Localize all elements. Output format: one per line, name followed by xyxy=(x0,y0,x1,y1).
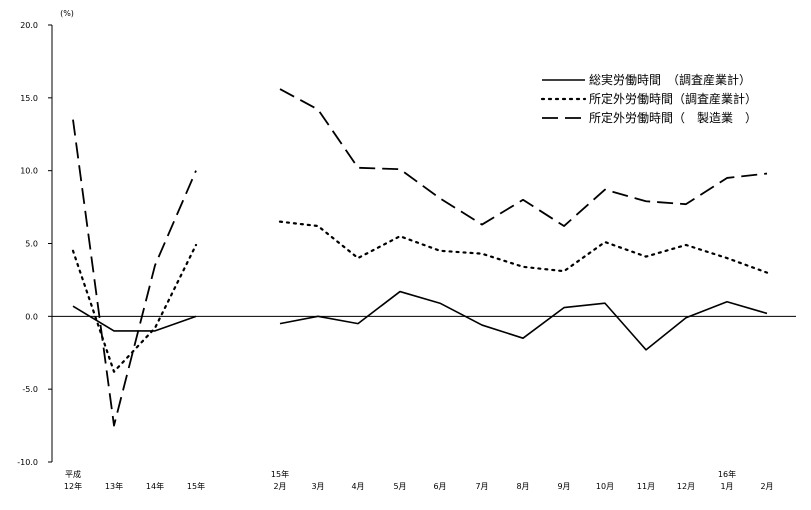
legend-label: 所定外労働時間（調査産業計） xyxy=(589,91,757,106)
y-tick-label: -5.0 xyxy=(22,385,38,394)
y-unit-label: (%) xyxy=(60,9,74,18)
x-label: 12年 xyxy=(64,481,82,491)
axes-layer: (%) 20.0 15.0 10.0 5.0 0.0 -5.0 -10.0 平成 12年 13年 14… xyxy=(17,9,796,491)
x-label: 9月 xyxy=(557,482,570,491)
legend-label: 所定外労働時間（ 製造業 ） xyxy=(589,110,757,125)
y-tick-label: 0.0 xyxy=(25,312,38,321)
series-line-annual-dashed xyxy=(72,119,197,427)
x-label: 15年 xyxy=(187,481,205,491)
y-tick-label: -10.0 xyxy=(17,458,38,467)
series-line-monthly-dashed xyxy=(279,88,768,227)
x-label: 11月 xyxy=(637,482,655,491)
x-label: 13年 xyxy=(105,481,123,491)
x-label: 5月 xyxy=(393,482,406,491)
series-line-monthly-solid xyxy=(279,290,768,351)
x-label: 6月 xyxy=(433,482,446,491)
y-tick-label: 20.0 xyxy=(20,21,38,30)
x-label: 12月 xyxy=(677,482,695,491)
x-label: 1月 xyxy=(720,482,733,491)
x-label-top: 16年 xyxy=(718,469,736,479)
legend: 総実労働時間 （調査産業計） 所定外労働時間（調査産業計） 所定外労働時間（ 製造業… xyxy=(540,72,757,125)
x-label: 3月 xyxy=(311,482,324,491)
x-label: 7月 xyxy=(475,482,488,491)
legend-label: 総実労働時間 （調査産業計） xyxy=(589,72,751,87)
x-label: 2月 xyxy=(760,482,773,491)
series-layer xyxy=(71,88,769,427)
series-line-annual-solid xyxy=(72,305,197,332)
y-tick-label: 10.0 xyxy=(20,167,38,176)
x-label: 2月 xyxy=(273,482,286,491)
x-label: 4月 xyxy=(351,482,364,491)
x-label-top: 15年 xyxy=(271,469,289,479)
y-tick-label: 15.0 xyxy=(20,94,38,103)
series-line-annual-dotted xyxy=(71,243,198,373)
series-line-monthly-dotted xyxy=(278,220,769,274)
x-label: 14年 xyxy=(146,481,164,491)
x-label: 8月 xyxy=(516,482,529,491)
x-label: 10月 xyxy=(596,482,614,491)
x-label-top: 平成 xyxy=(65,469,81,479)
y-tick-label: 5.0 xyxy=(25,240,38,249)
